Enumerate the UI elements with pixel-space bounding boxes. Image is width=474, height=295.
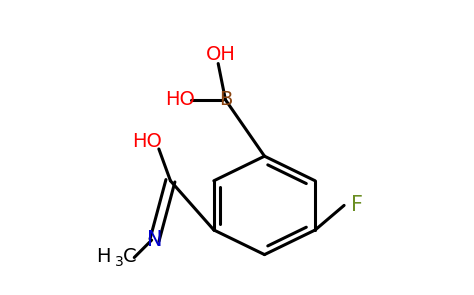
Text: HO: HO — [165, 90, 195, 109]
Text: H: H — [97, 247, 111, 266]
Text: HO: HO — [132, 132, 162, 151]
Text: C: C — [123, 247, 137, 266]
Text: 3: 3 — [115, 255, 123, 269]
Text: N: N — [147, 230, 162, 250]
Text: OH: OH — [206, 45, 236, 64]
Text: B: B — [219, 90, 232, 109]
Text: F: F — [351, 195, 364, 215]
